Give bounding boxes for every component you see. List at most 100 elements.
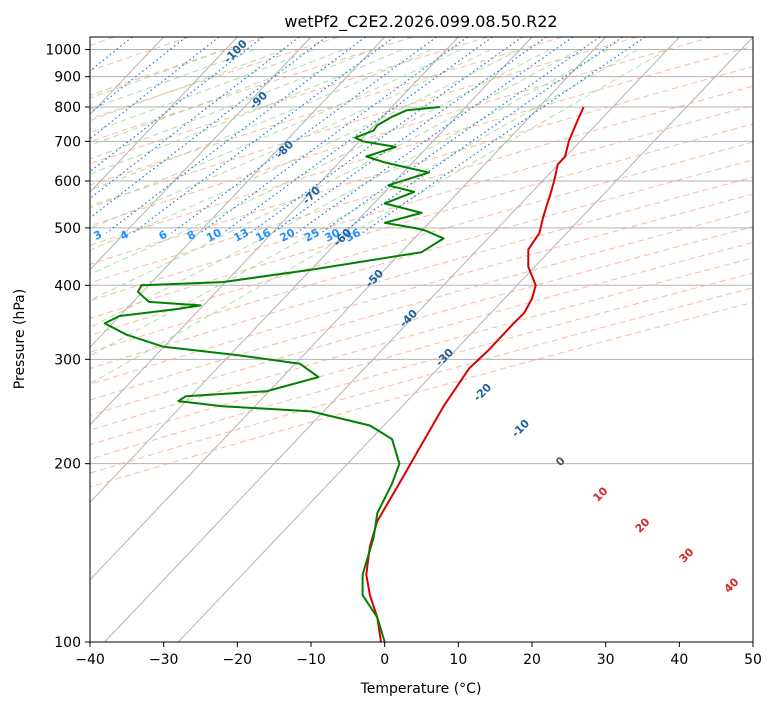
isotherm-line <box>90 37 607 581</box>
dry-adiabat <box>90 37 563 186</box>
dry-adiabat <box>90 37 189 72</box>
temperature-line <box>365 106 585 642</box>
moist-adiabat <box>90 49 609 329</box>
moist-adiabat <box>90 49 462 209</box>
dry-adiabat-label: -10 <box>509 417 532 440</box>
x-tick-label: 0 <box>380 652 389 668</box>
dry-adiabat-label: -50 <box>363 267 386 290</box>
plot-frame <box>89 36 754 643</box>
isotherm-line <box>90 37 386 348</box>
mixing-ratio-line <box>132 37 395 234</box>
dry-adiabat-label: 20 <box>633 515 653 535</box>
moist-adiabat <box>90 49 226 99</box>
dry-adiabat-label: 40 <box>722 575 742 595</box>
dewpoint-line <box>103 106 445 642</box>
mixing-ratio-line <box>199 37 468 234</box>
x-tick-label: 30 <box>597 652 615 668</box>
dry-adiabat-label: -100 <box>221 37 250 66</box>
x-tick-label: 40 <box>670 652 688 668</box>
y-tick-label: 300 <box>54 352 81 368</box>
dry-adiabat-label: 10 <box>591 484 611 504</box>
moist-adiabat <box>90 49 668 385</box>
dry-adiabat <box>90 257 753 446</box>
isotherm-line <box>90 37 533 503</box>
x-tick-label: 50 <box>744 652 762 668</box>
y-tick-label: 200 <box>54 457 81 473</box>
axis-ticks: −40 −30 −20 −10 0 10 20 30 40 5010020030040050060… <box>45 43 762 668</box>
isotherm-line <box>177 37 753 642</box>
dry-adiabat <box>90 37 712 227</box>
dry-adiabat <box>90 301 753 488</box>
dry-adiabat <box>90 241 753 431</box>
x-tick-label: −40 <box>75 652 105 668</box>
moist-adiabat <box>90 49 491 229</box>
dry-adiabat-label: -30 <box>433 346 456 369</box>
dry-adiabat <box>90 37 264 96</box>
mixing-ratio-label: 20 <box>278 226 298 245</box>
moist-adiabat <box>90 49 256 110</box>
dry-adiabat <box>90 37 488 165</box>
mixing-ratio-line <box>222 37 493 234</box>
y-tick-label: 600 <box>54 174 81 190</box>
isotherm-line <box>90 37 238 193</box>
y-tick-label: 100 <box>54 635 81 651</box>
mixing-ratio-label: 25 <box>302 226 322 245</box>
dry-adiabat-label: -70 <box>300 184 323 207</box>
dry-adiabat <box>90 141 753 336</box>
dry-adiabat <box>90 123 753 319</box>
mixing-ratio-label: 16 <box>253 226 273 245</box>
moist-adiabat <box>90 49 639 357</box>
moist-adiabat <box>90 49 521 251</box>
y-tick-label: 900 <box>54 70 81 86</box>
dry-adiabat <box>90 176 753 370</box>
mixing-ratio-label: 30 <box>323 226 343 245</box>
x-tick-label: −10 <box>296 652 326 668</box>
mixing-ratio-line <box>171 37 437 234</box>
mixing-ratio-line <box>90 37 264 173</box>
y-tick-label: 500 <box>54 221 81 237</box>
moist-adiabat <box>90 49 432 191</box>
mixing-ratio-line <box>271 37 547 234</box>
mixing-ratio-label: 10 <box>204 226 224 245</box>
mixing-ratio-line <box>90 37 327 219</box>
dry-adiabat <box>90 159 753 353</box>
mixing-ratio-line <box>249 37 523 234</box>
mixing-ratio-line <box>90 37 300 200</box>
isotherm-line <box>90 37 312 271</box>
dry-adiabat <box>90 104 753 302</box>
y-tick-label: 1000 <box>45 43 81 59</box>
y-tick-label: 400 <box>54 278 81 294</box>
series-layer <box>103 106 585 642</box>
isotherm-line <box>104 37 680 642</box>
dry-adiabat <box>90 287 753 474</box>
mixing-ratio-line <box>361 37 646 234</box>
dry-adiabat-label: 0 <box>553 454 568 469</box>
chart-title: wetPf2_C2E2.2026.099.08.50.R22 <box>284 12 557 32</box>
moist-adiabat <box>90 49 373 160</box>
x-axis-title: Temperature (°C) <box>360 681 482 697</box>
mixing-ratio-line <box>90 37 220 140</box>
dry-adiabat <box>90 85 753 284</box>
x-tick-label: −20 <box>223 652 253 668</box>
dry-adiabat-label: -40 <box>397 307 420 330</box>
isotherm-line <box>90 37 459 426</box>
mixing-ratio-line <box>320 37 601 234</box>
moist-adiabat <box>90 49 285 122</box>
y-tick-label: 800 <box>54 100 81 116</box>
mixing-ratio-label: 13 <box>231 226 251 245</box>
x-tick-label: −30 <box>149 652 179 668</box>
x-tick-label: 10 <box>449 652 467 668</box>
mixing-ratio-label: 4 <box>118 228 131 243</box>
mixing-ratio-line <box>341 37 623 234</box>
mixing-ratio-label: 6 <box>157 228 170 243</box>
background-lines <box>90 37 753 642</box>
moist-adiabat <box>90 49 344 146</box>
dry-adiabat <box>90 226 753 416</box>
mixing-ratio-line <box>90 37 187 114</box>
y-axis-title: Pressure (hPa) <box>12 289 28 389</box>
x-tick-label: 20 <box>523 652 541 668</box>
dry-adiabat-label: -20 <box>471 381 494 404</box>
dry-adiabat <box>90 272 753 460</box>
